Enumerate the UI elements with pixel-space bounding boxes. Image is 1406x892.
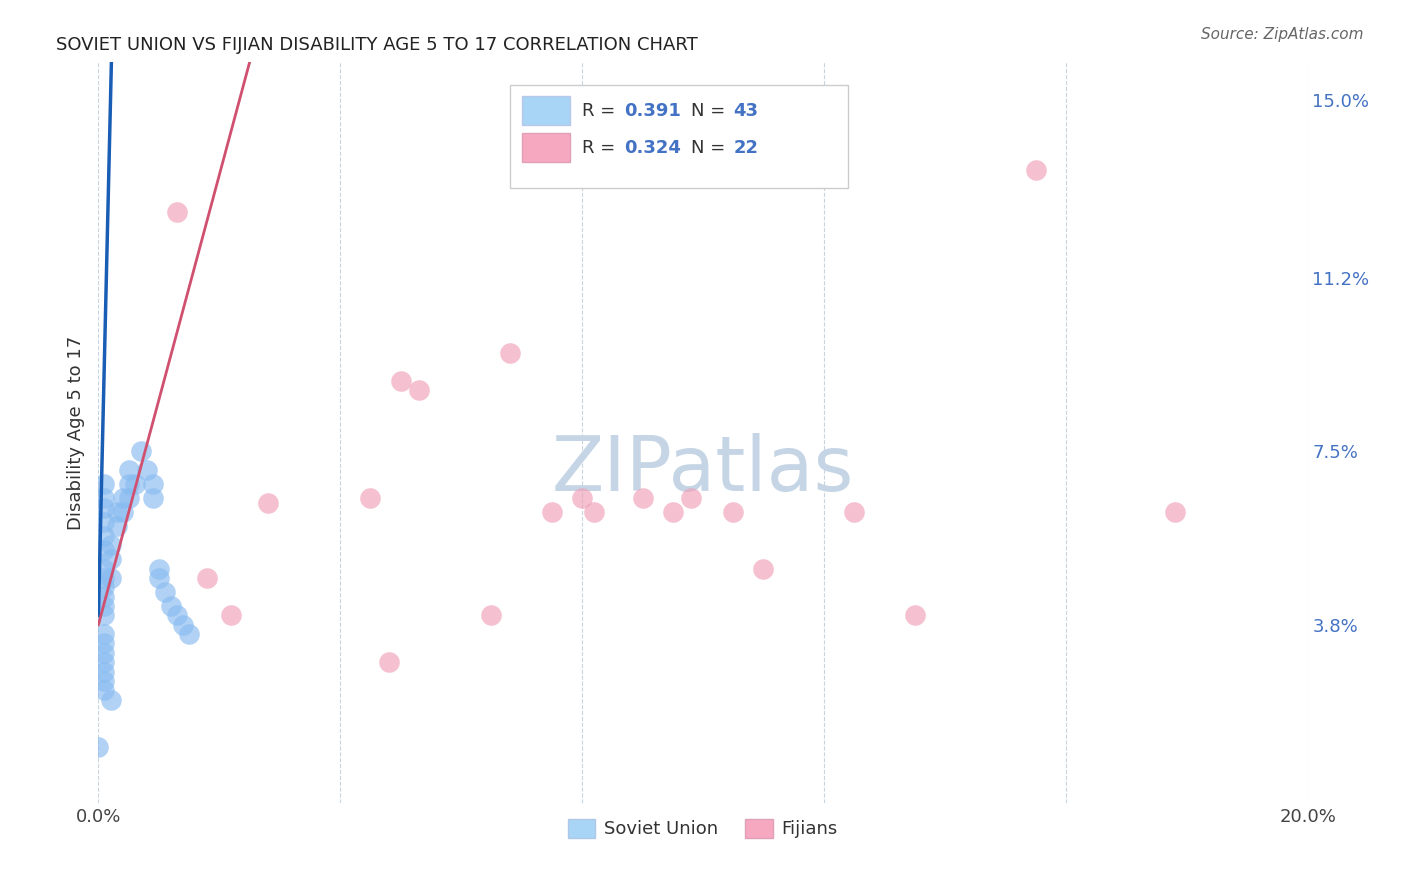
Point <box>408 384 430 398</box>
Point <box>221 608 243 623</box>
Text: Source: ZipAtlas.com: Source: ZipAtlas.com <box>1201 27 1364 42</box>
Point <box>571 491 593 506</box>
Point <box>93 655 115 669</box>
Point <box>93 571 115 585</box>
Point <box>93 529 115 543</box>
Point <box>87 739 110 754</box>
Point <box>844 505 866 519</box>
Point <box>93 673 115 688</box>
Legend: Soviet Union, Fijians: Soviet Union, Fijians <box>561 812 845 846</box>
Point <box>111 491 134 506</box>
Text: 0.324: 0.324 <box>624 138 682 157</box>
Point <box>481 608 503 623</box>
Point <box>93 683 115 698</box>
Point <box>124 477 146 491</box>
Point <box>93 608 115 623</box>
Point <box>93 491 115 506</box>
Point <box>904 608 927 623</box>
FancyBboxPatch shape <box>509 85 848 188</box>
Point <box>166 608 188 623</box>
Text: 43: 43 <box>734 102 758 120</box>
Point <box>195 571 218 585</box>
Point <box>93 515 115 529</box>
Point <box>148 571 170 585</box>
Point <box>93 599 115 613</box>
Text: SOVIET UNION VS FIJIAN DISABILITY AGE 5 TO 17 CORRELATION CHART: SOVIET UNION VS FIJIAN DISABILITY AGE 5 … <box>56 36 697 54</box>
Point <box>723 505 745 519</box>
FancyBboxPatch shape <box>522 95 569 126</box>
Point <box>111 505 134 519</box>
Point <box>160 599 183 613</box>
Point <box>100 552 122 566</box>
Point <box>93 665 115 679</box>
Point <box>129 444 152 458</box>
Text: N =: N = <box>690 138 731 157</box>
Text: ZIPatlas: ZIPatlas <box>551 433 855 507</box>
FancyBboxPatch shape <box>522 133 569 162</box>
Point <box>100 692 122 706</box>
Point <box>540 505 562 519</box>
Point <box>1163 505 1185 519</box>
Point <box>93 542 115 557</box>
Text: N =: N = <box>690 102 731 120</box>
Point <box>142 491 165 506</box>
Point <box>166 205 188 219</box>
Y-axis label: Disability Age 5 to 17: Disability Age 5 to 17 <box>66 335 84 530</box>
Point <box>93 477 115 491</box>
Point <box>105 505 128 519</box>
Point <box>100 571 122 585</box>
Point <box>179 627 201 641</box>
Point <box>1024 163 1046 178</box>
Point <box>135 463 157 477</box>
Point <box>93 646 115 660</box>
Point <box>583 505 606 519</box>
Point <box>93 590 115 604</box>
Point <box>661 505 683 519</box>
Point <box>93 627 115 641</box>
Text: R =: R = <box>582 138 621 157</box>
Point <box>105 519 128 533</box>
Text: 22: 22 <box>734 138 758 157</box>
Point <box>93 636 115 650</box>
Point <box>118 463 141 477</box>
Point <box>100 538 122 552</box>
Text: R =: R = <box>582 102 621 120</box>
Point <box>93 561 115 575</box>
Point <box>360 491 382 506</box>
Point <box>93 580 115 594</box>
Point <box>142 477 165 491</box>
Point <box>631 491 654 506</box>
Point <box>93 500 115 515</box>
Point <box>172 617 194 632</box>
Point <box>389 374 412 388</box>
Point <box>498 346 520 360</box>
Point <box>118 491 141 506</box>
Point <box>679 491 702 506</box>
Point <box>752 561 775 575</box>
Point <box>377 655 399 669</box>
Text: 0.391: 0.391 <box>624 102 682 120</box>
Point <box>148 561 170 575</box>
Point <box>256 496 278 510</box>
Point <box>153 585 176 599</box>
Point <box>118 477 141 491</box>
